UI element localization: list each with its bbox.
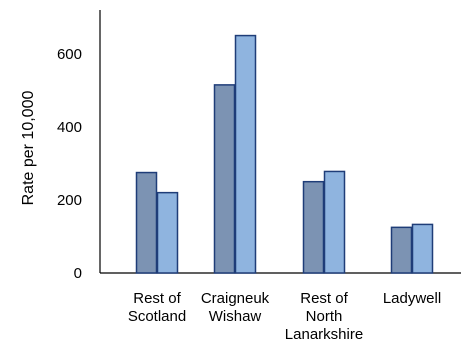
bars-layer — [135, 34, 434, 274]
bar-series-2-3 — [411, 223, 434, 274]
y-tick-labels: 0 200 400 600 — [57, 46, 82, 282]
bar-series-2-2 — [323, 170, 346, 274]
y-tick-label: 400 — [57, 119, 82, 136]
x-category-label: Craigneuk Wishaw — [201, 290, 270, 325]
y-axis-title: Rate per 10,000 — [20, 91, 37, 206]
bar-series-1-3 — [390, 226, 413, 274]
x-category-label: Rest of Scotland — [128, 290, 186, 325]
x-category-labels: Rest of Scotland Craigneuk Wishaw Rest of Nor… — [128, 290, 441, 343]
bar-series-2-0 — [156, 191, 179, 274]
y-tick-label: 0 — [74, 265, 82, 282]
bar-series-1-2 — [302, 180, 325, 274]
x-category-label: Rest of North Lanarkshire — [285, 290, 363, 343]
y-tick-label: 200 — [57, 192, 82, 209]
x-category-label: Ladywell — [383, 290, 441, 307]
bar-series-1-0 — [135, 171, 158, 274]
bar-series-1-1 — [213, 84, 236, 274]
y-tick-label: 600 — [57, 46, 82, 63]
bar-series-2-1 — [234, 34, 257, 274]
